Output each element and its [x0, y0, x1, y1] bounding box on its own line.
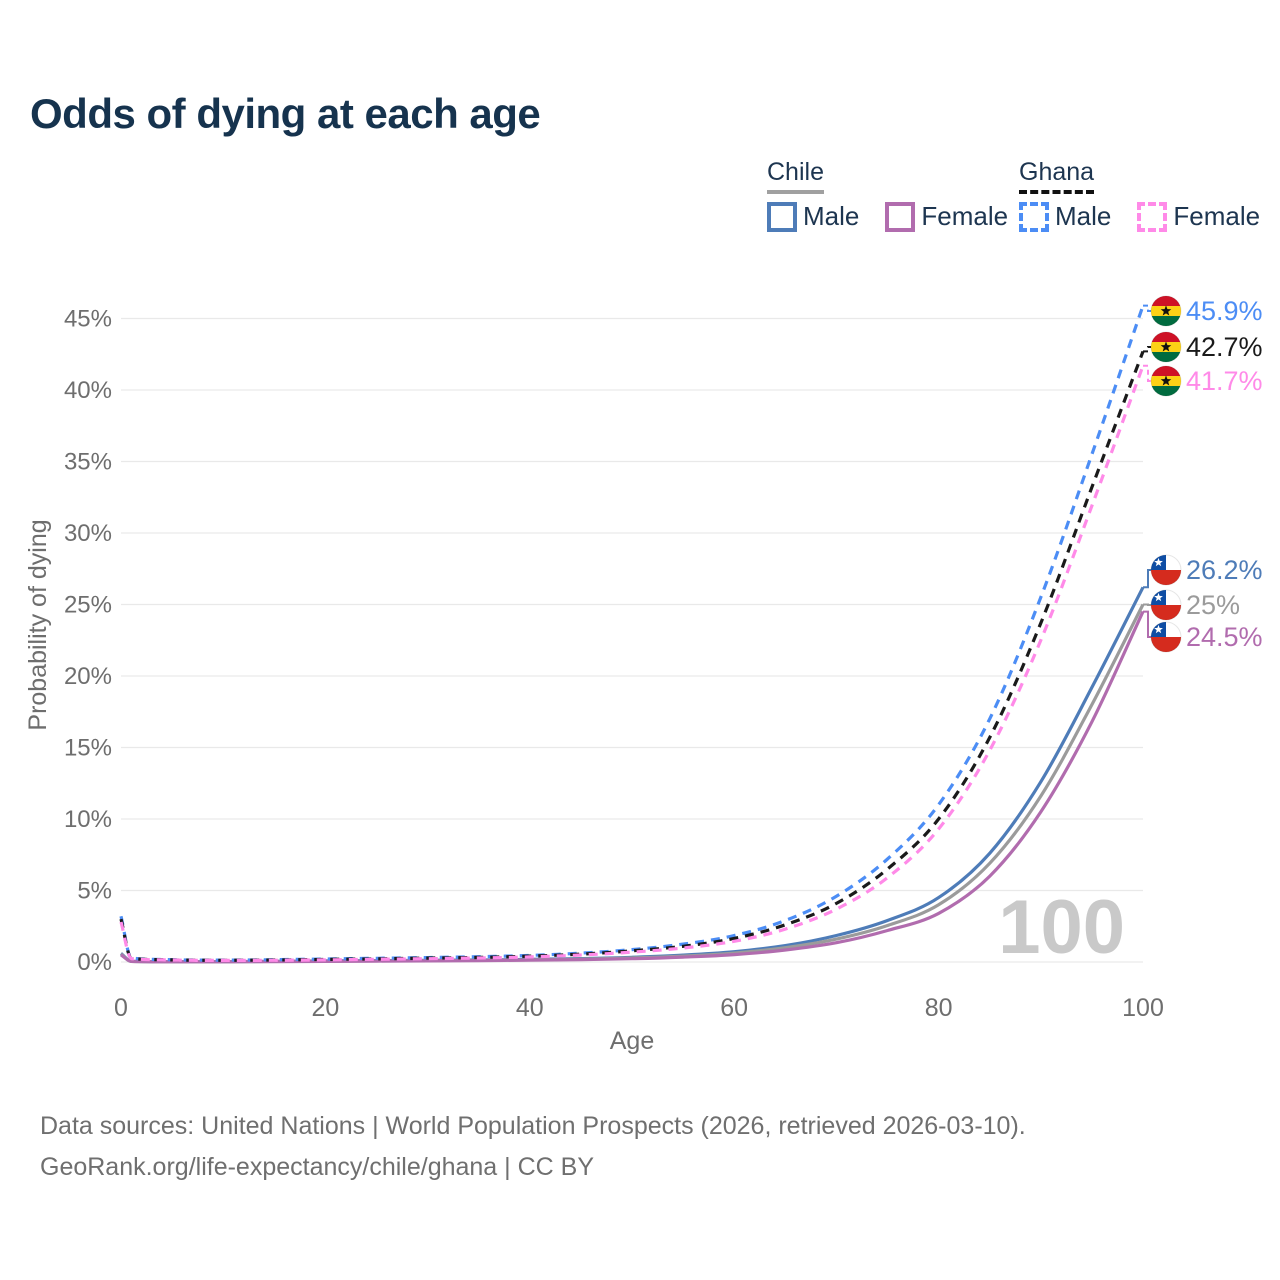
- series-line-chile_female: [120, 610, 1145, 964]
- y-tick-label: 35%: [64, 449, 112, 476]
- series-line-chile_total: [120, 603, 1145, 964]
- x-tick-label: 20: [311, 994, 339, 1022]
- label-connector-ghana_female: [1143, 364, 1151, 382]
- series-line-ghana_female: [119, 365, 1145, 962]
- flag-ghana-icon: [1150, 295, 1182, 327]
- footer: Data sources: United Nations | World Pop…: [40, 1106, 1026, 1188]
- legend-items-ghana: Male Female: [1019, 201, 1260, 232]
- legend-label-chile-female: Female: [921, 201, 1009, 231]
- x-tick-label: 60: [720, 994, 748, 1022]
- legend-item-chile-female[interactable]: Female: [885, 201, 1008, 232]
- end-value-label-ghana_male: 45.9%: [1186, 296, 1263, 326]
- y-tick-label: 30%: [64, 520, 112, 547]
- chile-male-swatch-icon: [767, 201, 797, 232]
- legend-label-ghana-female: Female: [1173, 201, 1261, 231]
- age-counter-watermark: 100: [998, 885, 1125, 970]
- legend-label-ghana-male: Male: [1055, 201, 1112, 231]
- y-tick-label: 5%: [77, 878, 112, 905]
- legend-item-ghana-male[interactable]: Male: [1019, 201, 1111, 232]
- x-tick-label: 80: [925, 994, 953, 1022]
- series-line-ghana_total: [119, 350, 1145, 962]
- legend-label-chile-male: Male: [803, 201, 860, 231]
- legend-group-ghana: Ghana Male Female: [1019, 158, 1260, 232]
- label-connector-chile_total: [1143, 603, 1151, 606]
- y-tick-label: 0%: [77, 949, 112, 976]
- legend-item-chile-male[interactable]: Male: [767, 201, 859, 232]
- flag-chile-icon: [1150, 621, 1182, 653]
- ghana-female-swatch-icon: [1137, 201, 1168, 232]
- flag-chile-icon: [1150, 554, 1182, 586]
- x-tick-label: 40: [516, 994, 544, 1022]
- legend: Chile Male Female Ghana Male: [0, 158, 1280, 248]
- label-connector-chile_female: [1143, 610, 1151, 638]
- x-tick-label: 100: [1122, 994, 1164, 1022]
- x-tick-label: 0: [114, 994, 128, 1022]
- page-title: Odds of dying at each age: [30, 90, 541, 137]
- x-axis-title: Age: [610, 1027, 654, 1055]
- y-tick-label: 15%: [64, 735, 112, 762]
- legend-country-ghana: Ghana: [1019, 158, 1095, 194]
- legend-country-chile: Chile: [767, 158, 824, 194]
- label-connector-ghana_total: [1143, 346, 1151, 353]
- y-axis-title: Probability of dying: [24, 519, 52, 730]
- legend-group-chile: Chile Male Female: [767, 158, 1008, 232]
- end-value-label-chile_female: 24.5%: [1186, 622, 1263, 652]
- flag-chile-icon: [1150, 589, 1182, 621]
- chile-female-swatch-icon: [885, 201, 916, 232]
- footer-data-sources: Data sources: United Nations | World Pop…: [40, 1112, 1026, 1140]
- end-value-label-chile_total: 25%: [1186, 590, 1240, 620]
- label-connector-ghana_male: [1143, 304, 1151, 312]
- series-line-chile_male: [119, 586, 1145, 964]
- legend-items-chile: Male Female: [767, 201, 1008, 232]
- end-value-label-chile_male: 26.2%: [1186, 555, 1263, 585]
- end-value-label-ghana_total: 42.7%: [1186, 332, 1263, 362]
- y-tick-label: 20%: [64, 663, 112, 690]
- y-tick-label: 10%: [64, 806, 112, 833]
- flag-ghana-icon: [1150, 331, 1182, 363]
- footer-attribution: GeoRank.org/life-expectancy/chile/ghana …: [40, 1153, 595, 1181]
- end-value-label-ghana_female: 41.7%: [1186, 366, 1263, 396]
- flag-ghana-icon: [1150, 365, 1182, 397]
- ghana-male-swatch-icon: [1019, 201, 1049, 232]
- y-tick-label: 40%: [64, 377, 112, 404]
- legend-item-ghana-female[interactable]: Female: [1137, 201, 1260, 232]
- label-connector-chile_male: [1143, 569, 1151, 589]
- y-tick-label: 25%: [64, 592, 112, 619]
- y-tick-label: 45%: [64, 306, 112, 333]
